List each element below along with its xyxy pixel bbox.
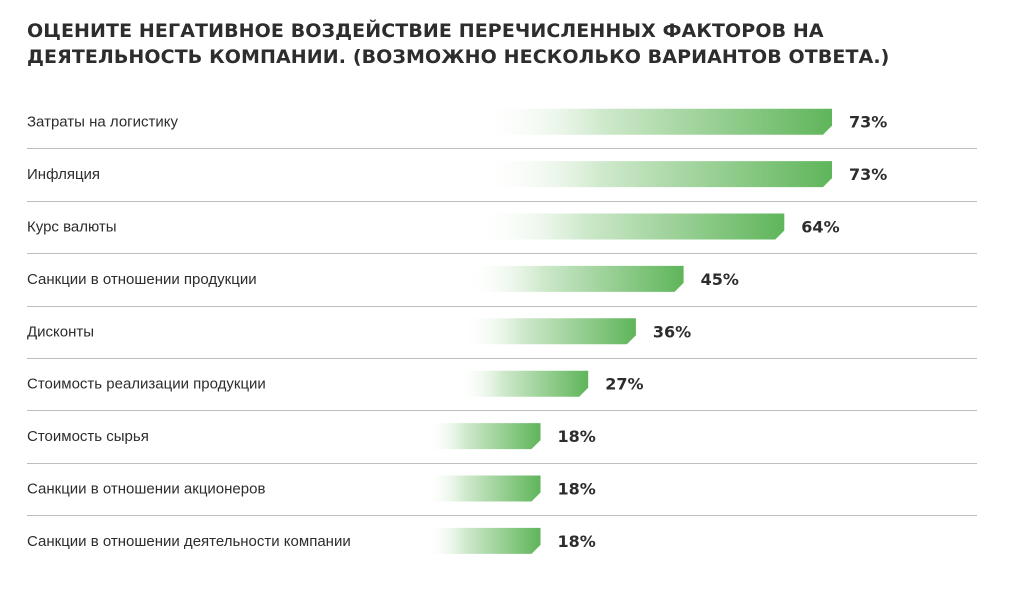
chart-row: Санкции в отношении акционеров 18% [27,475,977,516]
chart-row: Санкции в отношении деятельности компани… [27,527,596,554]
value-label: 18% [558,427,596,446]
category-label: Санкции в отношении продукции [27,271,257,288]
value-label: 73% [849,113,887,132]
bar [457,370,589,397]
category-label: Санкции в отношении деятельности компани… [27,533,351,550]
category-label: Курс валюты [27,219,117,236]
bar [461,318,636,345]
chart-row: Стоимость сырья 18% [27,423,977,464]
chart-row: Инфляция 73% [27,161,977,202]
chart-row: Санкции в отношении продукции 45% [27,265,977,307]
category-label: Стоимость реализации продукции [27,376,266,393]
chart-title: ОЦЕНИТЕ НЕГАТИВНОЕ ВОЗДЕЙСТВИЕ ПЕРЕЧИСЛЕ… [27,20,890,68]
chart-row: Затраты на логистику 73% [27,108,977,149]
bar [465,265,684,292]
bar [478,108,832,135]
category-label: Стоимость сырья [27,428,149,445]
value-label: 36% [653,322,691,341]
value-label: 18% [558,532,596,551]
chart-row: Курс валюты 64% [27,213,977,254]
bar [473,213,785,240]
bar [425,423,541,450]
category-label: Инфляция [27,166,100,183]
category-label: Дисконты [27,323,94,340]
value-label: 64% [801,218,839,237]
bar [478,161,832,188]
chart-row: Стоимость реализации продукции 27% [27,370,977,411]
bar [425,527,541,554]
category-label: Затраты на логистику [27,114,179,131]
value-label: 18% [558,480,596,499]
value-label: 45% [701,270,739,289]
category-label: Санкции в отношении акционеров [27,481,265,498]
bar [425,475,541,502]
value-label: 27% [605,375,643,394]
chart-row: Дисконты 36% [27,318,977,359]
value-label: 73% [849,165,887,184]
